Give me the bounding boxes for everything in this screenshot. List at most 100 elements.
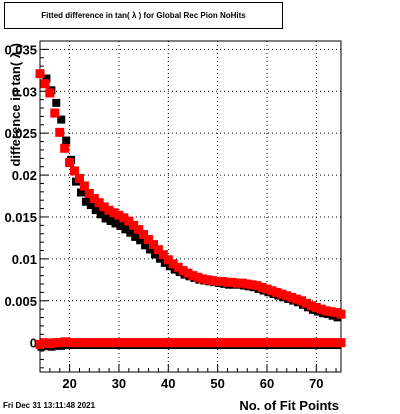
data-point (126, 228, 135, 237)
y-tick-label: 0 (30, 336, 37, 351)
data-point (203, 338, 213, 348)
data-point (139, 230, 149, 240)
data-point (50, 108, 60, 118)
data-point (124, 338, 134, 348)
data-point (121, 225, 130, 234)
data-point (153, 245, 163, 255)
data-point (148, 338, 158, 348)
data-point (114, 210, 124, 220)
data-point (60, 337, 70, 347)
data-point (173, 262, 183, 272)
data-point (104, 205, 114, 215)
data-point (247, 338, 257, 348)
data-point (101, 214, 110, 223)
chart-title-box: Fitted difference in tan( λ ) for Global… (4, 2, 283, 29)
data-point (139, 338, 149, 348)
x-tick-label: 60 (260, 376, 274, 391)
data-point (193, 338, 203, 348)
data-point (178, 338, 188, 348)
data-point (150, 250, 159, 259)
data-point (272, 287, 282, 297)
data-point (168, 259, 178, 269)
data-point (198, 338, 208, 348)
data-point (237, 338, 247, 348)
data-point (213, 276, 223, 286)
data-point (106, 216, 115, 225)
data-point (111, 219, 120, 228)
data-point (146, 245, 155, 254)
data-point (99, 202, 109, 212)
x-tick-label: 30 (112, 376, 126, 391)
data-point (74, 338, 84, 348)
y-tick-label: 0.005 (4, 294, 37, 309)
x-tick-label: 20 (62, 376, 76, 391)
x-tick-label: 40 (161, 376, 175, 391)
data-point (331, 308, 341, 318)
x-tick-labels: 20 30 40 50 60 70 (62, 376, 323, 391)
data-point (57, 115, 66, 124)
y-tick-label: 0.025 (4, 126, 37, 141)
data-point (227, 277, 237, 287)
data-point (203, 275, 213, 285)
data-point (55, 338, 65, 348)
data-point (158, 250, 168, 260)
data-point (134, 225, 144, 235)
data-point (326, 338, 336, 348)
data-point (70, 166, 80, 176)
data-point (45, 339, 55, 349)
grid-lines (40, 41, 341, 372)
data-point (193, 272, 203, 282)
data-point (104, 338, 114, 348)
data-point (301, 298, 311, 308)
data-point (306, 338, 316, 348)
data-point (242, 338, 252, 348)
data-point (252, 338, 262, 348)
data-point (94, 198, 104, 208)
plot-frame (39, 40, 342, 373)
data-point (89, 194, 99, 204)
data-point (119, 213, 129, 223)
data-point (336, 338, 346, 348)
data-point (311, 302, 321, 312)
data-point (76, 188, 85, 197)
data-point (272, 338, 282, 348)
data-point (129, 338, 139, 348)
data-point (237, 278, 247, 288)
data-point (62, 136, 71, 145)
data-point (267, 338, 277, 348)
data-point (42, 74, 51, 83)
data-point (321, 338, 331, 348)
data-point (131, 232, 140, 241)
data-point (218, 338, 228, 348)
data-point (311, 338, 321, 348)
data-point (247, 280, 257, 290)
data-point (316, 338, 326, 348)
data-point (223, 277, 233, 287)
x-tick-label: 50 (210, 376, 224, 391)
data-point (297, 338, 307, 348)
data-point (109, 338, 119, 348)
data-point (301, 338, 311, 348)
data-point (183, 268, 193, 278)
data-point (277, 338, 287, 348)
data-point (297, 296, 307, 306)
chart-title: Fitted difference in tan( λ ) for Global… (41, 11, 246, 20)
data-point (86, 201, 95, 210)
data-point (242, 279, 252, 289)
data-point (65, 158, 75, 168)
data-point (218, 276, 228, 286)
data-point (129, 220, 139, 230)
data-point (282, 338, 292, 348)
timestamp: Fri Dec 31 13:11:48 2021 (3, 401, 96, 410)
data-point (223, 338, 233, 348)
data-point (292, 294, 302, 304)
data-point (81, 197, 90, 206)
data-point (198, 274, 208, 284)
y-tick-label: 0.015 (4, 210, 37, 225)
data-point (168, 338, 178, 348)
data-point (79, 181, 89, 191)
data-point (321, 306, 331, 316)
data-point (144, 338, 154, 348)
data-point (178, 266, 188, 276)
